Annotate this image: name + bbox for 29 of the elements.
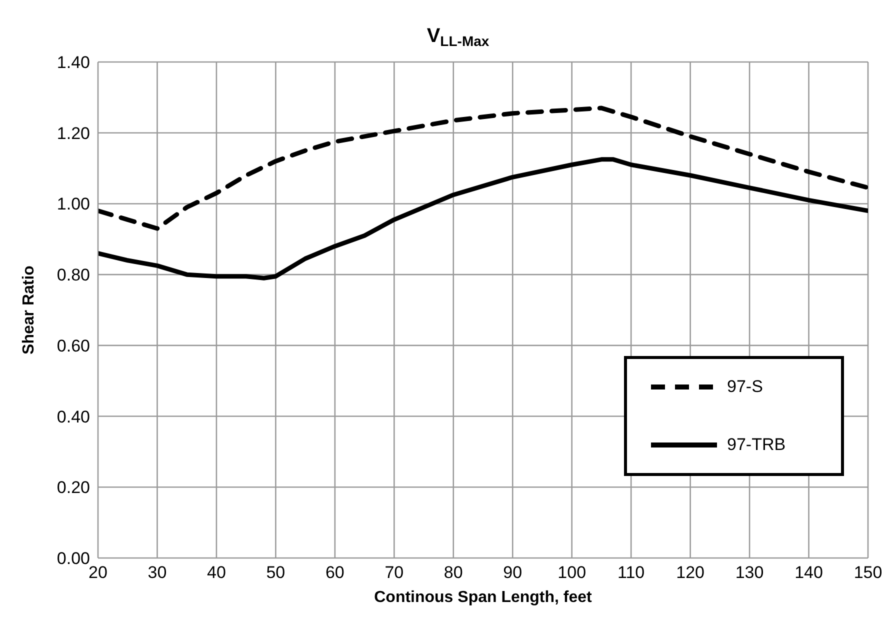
- x-tick-label: 120: [676, 563, 704, 582]
- y-tick-label: 0.60: [56, 336, 90, 356]
- y-tick-label: 1.40: [56, 53, 90, 72]
- x-axis-title: Continous Span Length, feet: [374, 589, 593, 606]
- y-tick-label: 1.20: [56, 124, 90, 143]
- x-tick-label: 40: [207, 563, 226, 582]
- y-tick-label: 0.80: [56, 266, 90, 285]
- x-tick-label: 20: [88, 563, 108, 582]
- x-tick-label: 140: [794, 563, 823, 582]
- chart-title: V$_{LL-Max}$: [426, 25, 490, 48]
- x-tick-label: 130: [735, 563, 764, 582]
- legend-label: 97-S: [727, 377, 763, 397]
- x-tick-label: 30: [148, 563, 167, 582]
- legend-label: 97-TRB: [727, 435, 786, 455]
- y-tick-label: 1.00: [56, 194, 90, 214]
- x-tick-label: 90: [503, 563, 522, 582]
- x-tick-label: 100: [558, 563, 586, 582]
- line-series: [98, 157, 868, 280]
- x-tick-label: 70: [384, 563, 404, 582]
- x-tick-label: 150: [854, 563, 882, 582]
- y-tick-label: 0.40: [56, 407, 90, 426]
- x-tick-label: 60: [325, 563, 344, 582]
- x-tick-label: 80: [444, 563, 463, 582]
- x-tick-label: 110: [618, 563, 645, 582]
- line-series: [98, 106, 868, 231]
- y-tick-label: 0.00: [56, 549, 90, 568]
- y-tick-label: 0.20: [56, 478, 90, 498]
- x-tick-label: 50: [266, 563, 286, 582]
- y-axis-title: Shear Ratio: [20, 265, 38, 354]
